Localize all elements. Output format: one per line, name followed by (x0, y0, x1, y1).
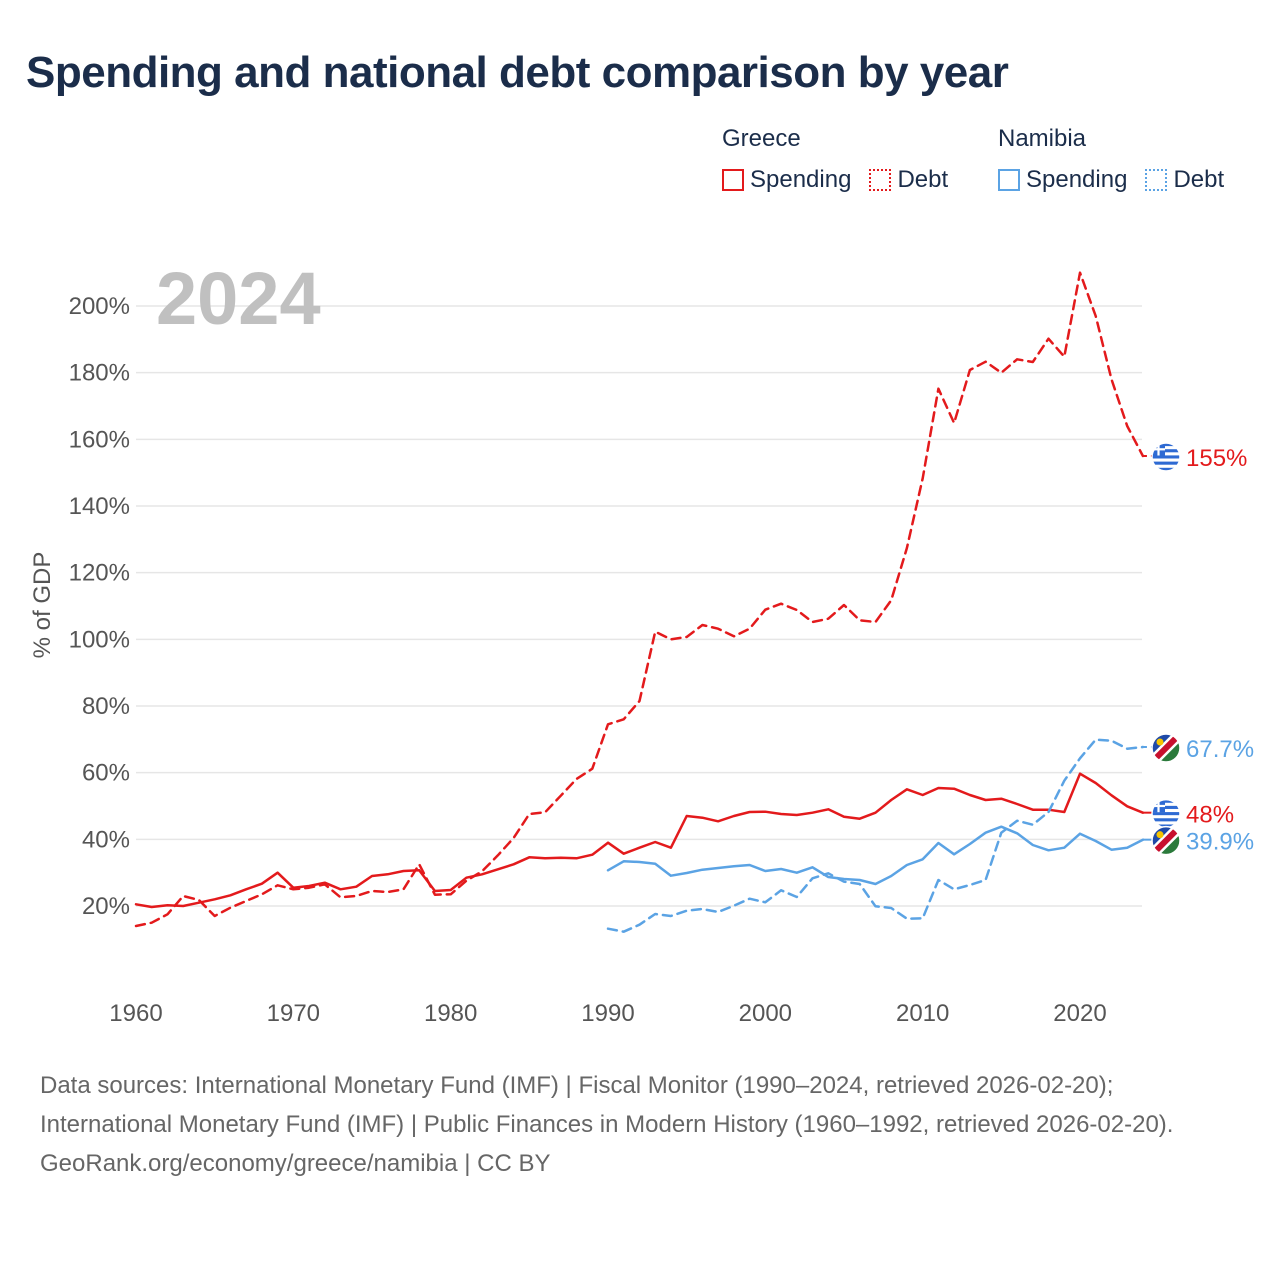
series-line-greece-debt (134, 271, 1145, 928)
x-tick-label: 1960 (109, 1000, 162, 1027)
legend-item-greece-debt[interactable]: Debt (869, 166, 948, 194)
namibia-flag-icon (1152, 826, 1180, 855)
x-tick-label: 1980 (424, 1000, 477, 1027)
footer: Data sources: International Monetary Fun… (40, 1066, 1240, 1183)
legend-swatch-dotted-icon (869, 169, 892, 191)
y-tick-label: 60% (82, 760, 130, 787)
legend-item-namibia-debt[interactable]: Debt (1145, 166, 1224, 194)
end-labels: 48% 155% 39.9% 67.7% (1151, 442, 1254, 856)
legend-swatch-dotted-icon (1145, 169, 1168, 191)
legend-namibia: Namibia Spending Debt (998, 124, 1224, 194)
data-sources: Data sources: International Monetary Fun… (40, 1072, 1174, 1138)
line-chart: 2024 20% 40% 60% 80% 100% 120% 140% 160% 180% 200… (29, 257, 1254, 1027)
flag-ring (1151, 733, 1181, 763)
grid-lines (136, 305, 1142, 907)
y-tick-label: 160% (69, 426, 130, 453)
series-line-namibia-spending (606, 825, 1145, 886)
x-tick-label: 2000 (739, 1000, 792, 1027)
y-axis-ticks: 20% 40% 60% 80% 100% 120% 140% 160% 180% 200% (69, 293, 130, 920)
y-tick-label: 80% (82, 693, 130, 720)
end-value-label: 39.9% (1186, 829, 1254, 856)
y-tick-label: 120% (69, 560, 130, 587)
flag-ring (1151, 825, 1181, 856)
legend-item-label: Spending (750, 166, 852, 193)
legend-item-namibia-spending[interactable]: Spending (998, 166, 1127, 194)
legend-greece: Greece Spending Debt (722, 124, 948, 194)
credit-link[interactable]: GeoRank.org/economy/greece/namibia | CC … (40, 1150, 551, 1177)
namibia-flag-icon (1152, 734, 1180, 762)
legend-swatch-solid-icon (998, 169, 1020, 191)
x-tick-label: 1970 (267, 1000, 320, 1027)
x-axis-ticks: 1960 1970 1980 1990 2000 2010 2020 (109, 1000, 1106, 1027)
y-tick-label: 40% (82, 826, 130, 853)
series-line-namibia-debt (606, 738, 1145, 933)
greece-flag-icon (1152, 443, 1180, 471)
y-tick-label: 20% (82, 893, 130, 920)
legend-item-label: Debt (1173, 166, 1225, 193)
year-watermark: 2024 (156, 257, 321, 340)
end-value-label: 67.7% (1186, 736, 1254, 763)
flag-ring (1151, 442, 1181, 472)
legend-item-label: Debt (897, 166, 949, 193)
x-tick-label: 1990 (581, 1000, 634, 1027)
legend-item-label: Spending (1026, 166, 1128, 193)
y-tick-label: 140% (69, 493, 130, 520)
y-tick-label: 100% (69, 626, 130, 653)
y-axis-label: % of GDP (29, 552, 56, 659)
legend-group-namibia-label: Namibia (998, 125, 1087, 152)
series-line-greece-spending (134, 772, 1145, 909)
y-tick-label: 180% (69, 360, 130, 387)
end-value-label: 48% (1186, 802, 1234, 829)
end-value-label: 155% (1186, 445, 1247, 472)
legend-item-greece-spending[interactable]: Spending (722, 166, 851, 194)
x-tick-label: 2010 (896, 1000, 949, 1027)
chart-title: Spending and national debt comparison by… (26, 48, 1009, 97)
legend-group-greece-label: Greece (722, 125, 801, 152)
greece-flag-icon (1152, 799, 1180, 828)
x-tick-label: 2020 (1053, 1000, 1106, 1027)
y-tick-label: 200% (69, 293, 130, 320)
series-lines (134, 271, 1152, 933)
legend-swatch-solid-icon (722, 169, 744, 191)
